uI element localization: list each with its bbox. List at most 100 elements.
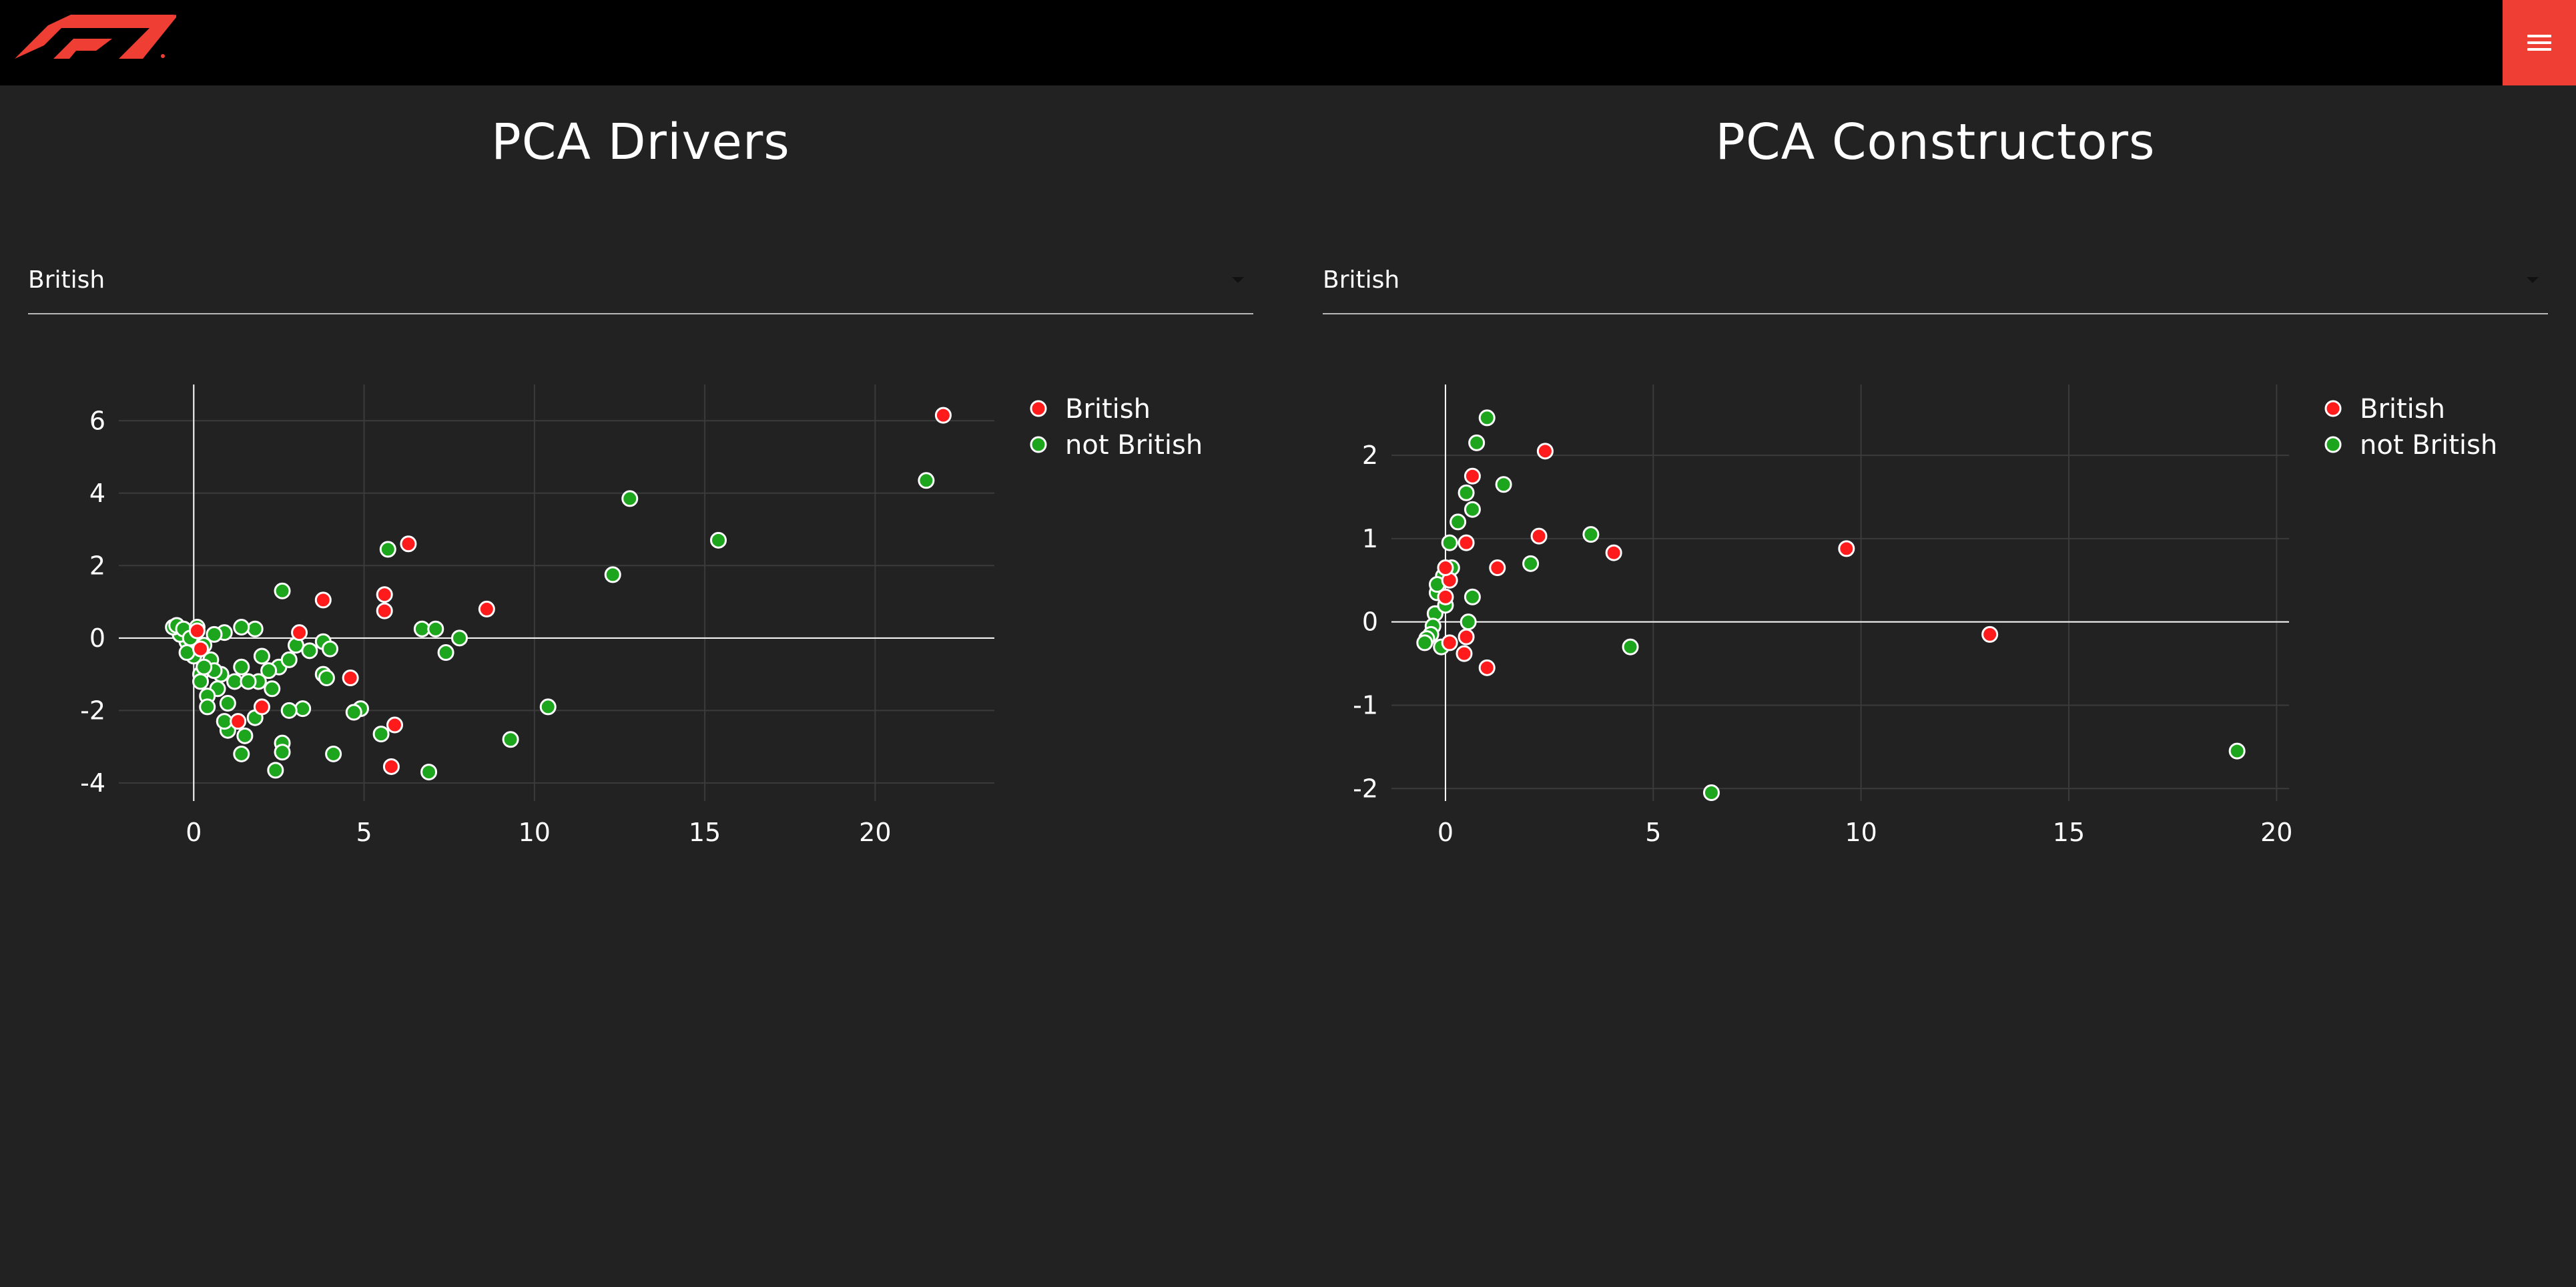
data-point-not-british	[1416, 634, 1433, 652]
data-point-british	[1605, 544, 1622, 561]
data-point-not-british	[1622, 638, 1639, 656]
data-point-british	[934, 407, 952, 424]
y-tick-label: 1	[1362, 524, 1378, 553]
legend-marker	[1030, 436, 1047, 453]
x-tick-label: 0	[186, 818, 202, 847]
data-point-not-british	[345, 704, 362, 721]
legend-label: not British	[2360, 430, 2497, 461]
data-point-british	[400, 535, 417, 553]
nationality-dropdown-constructors[interactable]: British	[1323, 257, 2548, 314]
data-point-british	[253, 698, 270, 716]
x-tick-label: 5	[1645, 818, 1661, 847]
x-tick-label: 20	[2260, 818, 2292, 847]
data-point-not-british	[294, 700, 312, 718]
x-tick-label: 10	[519, 818, 551, 847]
data-point-not-british	[274, 582, 291, 599]
data-point-british	[1489, 559, 1506, 577]
data-point-british	[478, 600, 495, 617]
data-point-british	[1838, 540, 1855, 557]
data-point-british	[230, 713, 247, 730]
data-point-british	[1437, 588, 1454, 605]
data-point-not-british	[240, 673, 257, 690]
data-point-not-british	[2228, 742, 2246, 760]
y-tick-label: 0	[1362, 607, 1378, 637]
data-point-not-british	[199, 698, 216, 716]
pca-constructors-scatter-chart: 0 5 10 15 20 -2 -1 0 1 2 British not British	[1353, 384, 2497, 847]
data-point-not-british	[1702, 784, 1720, 802]
legend-label: British	[1065, 394, 1151, 425]
data-point-not-british	[1478, 409, 1496, 427]
x-tick-label: 10	[1845, 818, 1877, 847]
nationality-dropdown-drivers[interactable]: British	[28, 257, 1253, 314]
data-point-not-british	[1495, 476, 1512, 493]
data-point-not-british	[709, 531, 727, 549]
data-point-not-british	[318, 670, 335, 687]
data-point-not-british	[233, 745, 250, 762]
data-point-not-british	[918, 472, 935, 489]
data-point-british	[188, 622, 206, 639]
y-tick-label: 2	[89, 551, 105, 580]
legend-marker	[1030, 400, 1047, 417]
data-point-not-british	[192, 673, 210, 690]
menu-button[interactable]	[2503, 0, 2576, 85]
data-point-british	[382, 758, 400, 775]
data-point-british	[1437, 559, 1454, 577]
hamburger-menu-icon	[2527, 31, 2551, 55]
data-point-not-british	[267, 762, 284, 779]
pca-drivers-scatter-chart: 0 5 10 15 20 -4 -2 0 2 4 6 British not British	[80, 384, 1203, 847]
y-tick-label: 2	[1362, 441, 1378, 470]
data-point-not-british	[1450, 513, 1467, 531]
x-tick-label: 20	[859, 818, 891, 847]
data-point-british	[314, 591, 332, 609]
top-bar	[0, 0, 2576, 85]
data-point-not-british	[301, 642, 318, 660]
data-point-not-british	[427, 620, 444, 637]
data-point-not-british	[253, 648, 270, 665]
data-point-not-british	[260, 662, 278, 680]
chevron-down-icon	[1232, 277, 1244, 283]
chevron-down-icon	[2527, 277, 2539, 283]
data-point-not-british	[420, 764, 438, 781]
data-point-not-british	[246, 620, 264, 637]
data-point-not-british	[216, 713, 233, 730]
data-point-not-british	[437, 644, 454, 662]
data-point-british	[1458, 534, 1475, 551]
data-point-not-british	[325, 745, 342, 762]
page-title-constructors: PCA Constructors	[1715, 113, 2156, 171]
data-point-not-british	[1582, 526, 1600, 543]
f1-logo[interactable]	[12, 12, 179, 60]
data-point-not-british	[322, 640, 339, 658]
data-point-british	[1981, 625, 1999, 643]
data-point-british	[1441, 634, 1458, 652]
data-point-not-british	[178, 644, 196, 662]
data-point-british	[376, 586, 393, 603]
data-point-not-british	[1522, 555, 1540, 572]
data-point-not-british	[451, 629, 468, 647]
y-tick-label: -2	[80, 696, 105, 725]
data-point-not-british	[264, 680, 281, 698]
dropdown-selected-value: British	[28, 266, 105, 294]
x-tick-label: 5	[356, 818, 372, 847]
data-point-british	[1536, 443, 1554, 460]
data-point-not-british	[274, 744, 291, 761]
data-point-british	[386, 716, 404, 734]
y-tick-label: 4	[89, 479, 105, 508]
data-point-not-british	[233, 619, 250, 636]
y-tick-label: -1	[1353, 690, 1378, 720]
data-point-british	[192, 640, 210, 658]
data-point-not-british	[219, 694, 236, 712]
dropdown-selected-value: British	[1323, 266, 1400, 294]
legend-label: British	[2360, 394, 2445, 425]
data-point-not-british	[226, 673, 244, 690]
data-point-not-british	[206, 625, 223, 643]
data-point-not-british	[1464, 501, 1481, 518]
data-point-british	[342, 670, 359, 687]
x-tick-label: 15	[2053, 818, 2085, 847]
data-point-not-british	[1441, 534, 1458, 551]
legend-label: not British	[1065, 430, 1203, 461]
data-point-not-british	[372, 726, 390, 743]
data-point-not-british	[1458, 484, 1475, 501]
data-point-not-british	[413, 620, 430, 637]
data-point-not-british	[621, 490, 639, 507]
data-point-british	[291, 624, 308, 641]
